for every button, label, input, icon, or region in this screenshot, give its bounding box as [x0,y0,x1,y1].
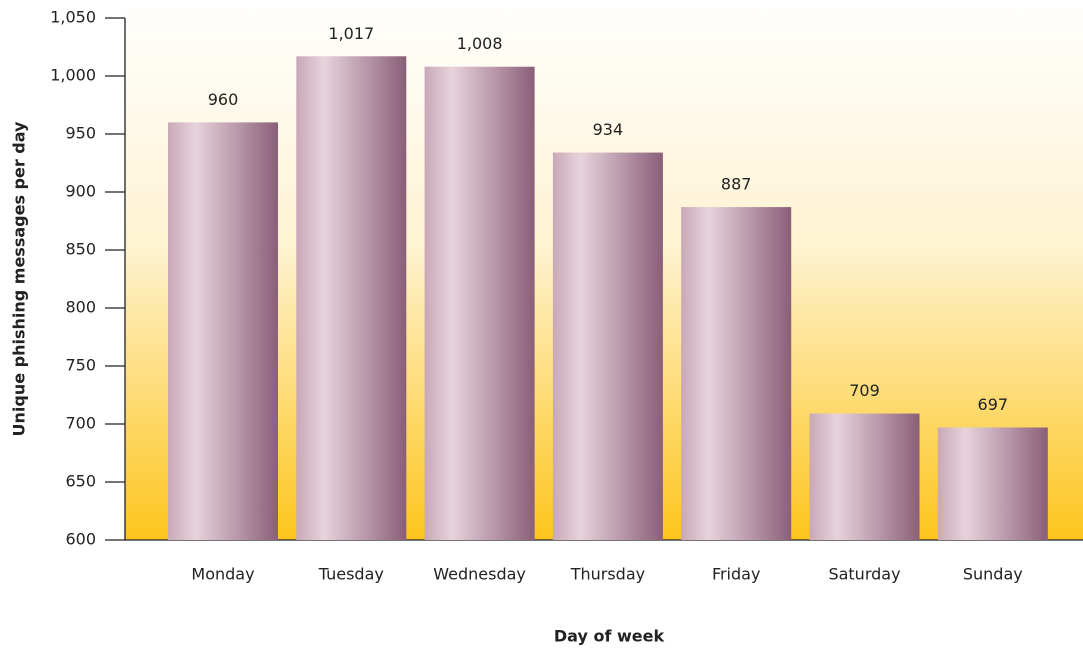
bar [937,427,1048,540]
value-label: 887 [721,175,752,194]
y-tick-label: 1,000 [50,66,96,85]
x-tick-label: Tuesday [318,565,384,584]
bar [552,152,663,540]
x-tick-label: Friday [712,565,761,584]
y-tick-label: 800 [65,298,96,317]
x-tick-label: Thursday [570,565,645,584]
y-tick-label: 700 [65,414,96,433]
x-tick-label: Saturday [828,565,900,584]
bar [809,413,920,540]
x-tick-label: Monday [191,565,254,584]
y-tick-label: 1,050 [50,8,96,27]
y-tick-label: 750 [65,356,96,375]
value-label: 934 [593,120,624,139]
bar [296,56,407,540]
value-label: 697 [978,395,1009,414]
x-tick-label: Sunday [963,565,1023,584]
y-tick-label: 650 [65,472,96,491]
y-tick-label: 850 [65,240,96,259]
bar [168,122,278,541]
value-label: 960 [208,90,239,109]
y-tick-label: 900 [65,182,96,201]
bar [681,207,792,540]
y-tick-label: 600 [65,530,96,549]
x-axis-title: Day of week [554,627,665,646]
y-axis-title: Unique phishing messages per day [10,121,29,437]
y-tick-label: 950 [65,124,96,143]
value-label: 709 [849,381,880,400]
bar [424,66,535,540]
x-tick-label: Wednesday [433,565,526,584]
value-label: 1,017 [328,24,374,43]
value-label: 1,008 [457,34,503,53]
